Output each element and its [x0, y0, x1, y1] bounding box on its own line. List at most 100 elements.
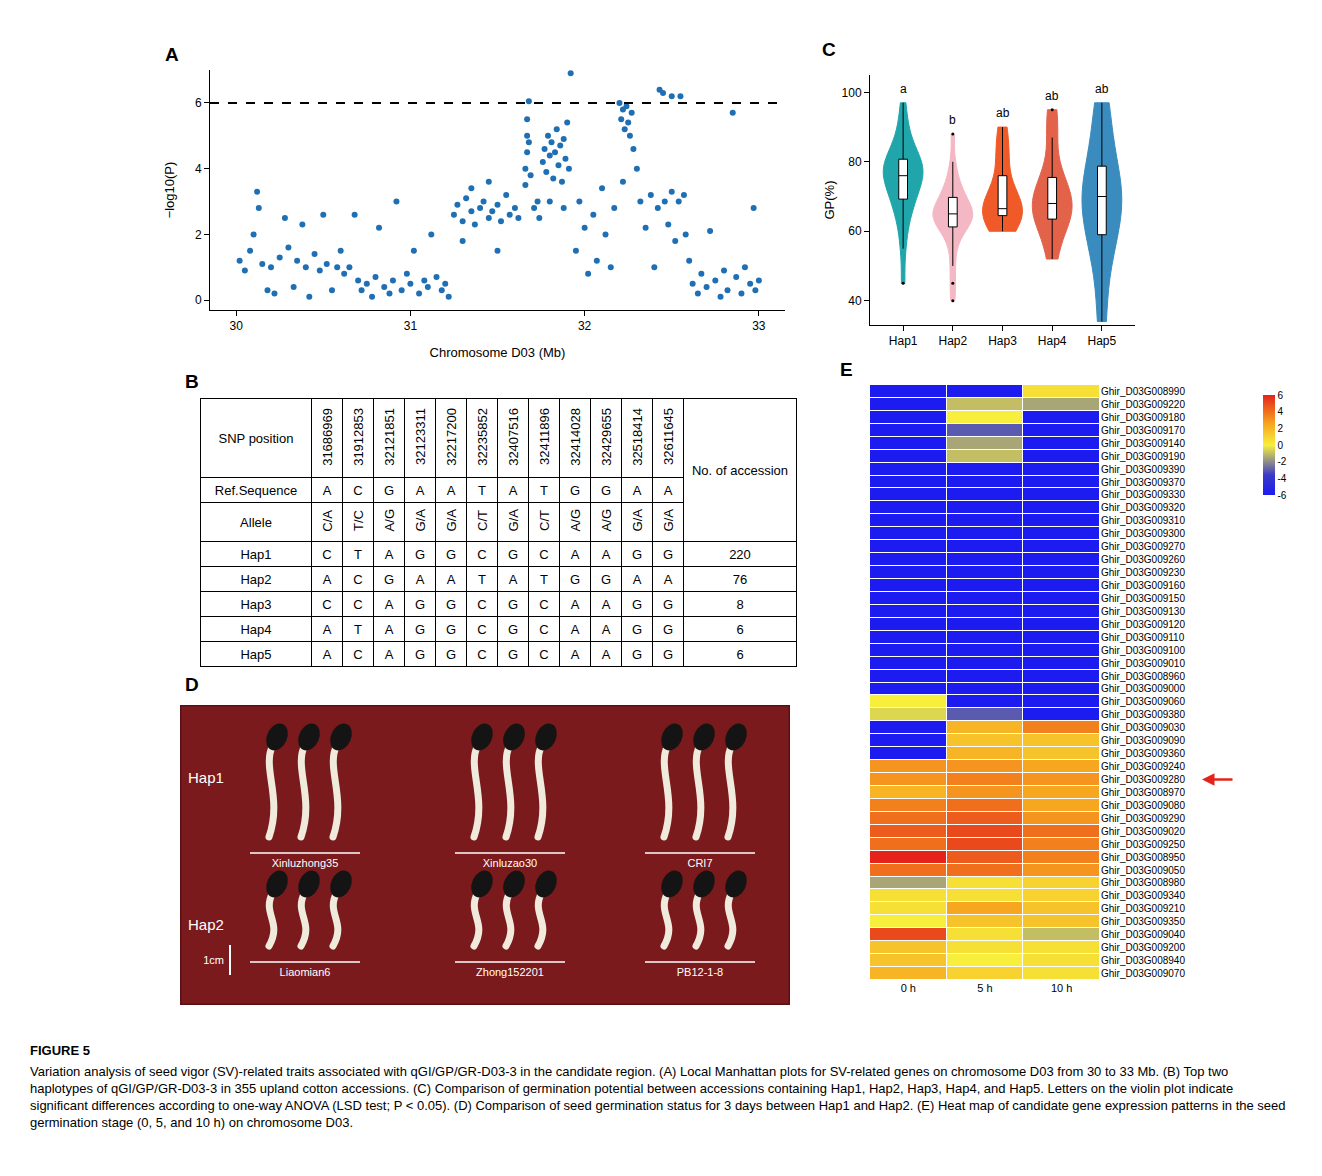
- svg-text:Ghir_D03G009320: Ghir_D03G009320: [1101, 502, 1185, 513]
- svg-text:Ghir_D03G009060: Ghir_D03G009060: [1101, 696, 1185, 707]
- svg-text:Ghir_D03G008950: Ghir_D03G008950: [1101, 852, 1185, 863]
- svg-text:6: 6: [195, 96, 202, 110]
- svg-text:32: 32: [578, 319, 592, 333]
- svg-text:Ghir_D03G009050: Ghir_D03G009050: [1101, 865, 1185, 876]
- svg-text:-4: -4: [1278, 473, 1287, 484]
- svg-text:2: 2: [195, 228, 202, 242]
- svg-text:6: 6: [1278, 390, 1284, 401]
- svg-text:0: 0: [1278, 440, 1284, 451]
- svg-text:Ghir_D03G009040: Ghir_D03G009040: [1101, 929, 1185, 940]
- svg-text:Ghir_D03G008980: Ghir_D03G008980: [1101, 877, 1185, 888]
- svg-text:Ghir_D03G009260: Ghir_D03G009260: [1101, 554, 1185, 565]
- svg-text:Ghir_D03G009190: Ghir_D03G009190: [1101, 451, 1185, 462]
- svg-text:−log10(P): −log10(P): [162, 162, 177, 219]
- svg-text:Ghir_D03G009310: Ghir_D03G009310: [1101, 515, 1185, 526]
- html-text:31686969: 31686969: [319, 407, 335, 466]
- svg-text:Ghir_D03G009170: Ghir_D03G009170: [1101, 425, 1185, 436]
- svg-text:Ghir_D03G009070: Ghir_D03G009070: [1101, 968, 1185, 979]
- svg-text:Ghir_D03G009230: Ghir_D03G009230: [1101, 567, 1185, 578]
- svg-text:Xinluzhong35: Xinluzhong35: [272, 857, 339, 869]
- svg-text:PB12-1-8: PB12-1-8: [677, 966, 723, 978]
- svg-text:Ghir_D03G009380: Ghir_D03G009380: [1101, 709, 1185, 720]
- svg-text:Ghir_D03G008940: Ghir_D03G008940: [1101, 955, 1185, 966]
- svg-text:Ghir_D03G009350: Ghir_D03G009350: [1101, 916, 1185, 927]
- svg-text:Ghir_D03G009010: Ghir_D03G009010: [1101, 658, 1185, 669]
- svg-text:Ghir_D03G009330: Ghir_D03G009330: [1101, 489, 1185, 500]
- html-text:32121851: 32121851: [381, 407, 397, 466]
- svg-text:ab: ab: [1045, 89, 1059, 103]
- svg-text:Ghir_D03G009160: Ghir_D03G009160: [1101, 580, 1185, 591]
- svg-text:5 h: 5 h: [977, 982, 992, 994]
- html-text:32411896: 32411896: [536, 408, 552, 465]
- html-text:31912853: 31912853: [350, 407, 366, 466]
- svg-text:-6: -6: [1278, 490, 1287, 501]
- svg-text:Hap1: Hap1: [188, 769, 224, 786]
- svg-text:Ghir_D03G008960: Ghir_D03G008960: [1101, 671, 1185, 682]
- svg-text:Hap2: Hap2: [938, 334, 967, 348]
- svg-text:Ghir_D03G009180: Ghir_D03G009180: [1101, 412, 1185, 423]
- svg-text:Hap2: Hap2: [188, 916, 224, 933]
- svg-text:Ghir_D03G009200: Ghir_D03G009200: [1101, 942, 1185, 953]
- svg-text:Ghir_D03G009390: Ghir_D03G009390: [1101, 464, 1185, 475]
- html-text:32123311: 32123311: [412, 408, 428, 465]
- svg-text:80: 80: [848, 155, 862, 169]
- svg-text:GP(%): GP(%): [822, 181, 837, 220]
- svg-text:Ghir_D03G009090: Ghir_D03G009090: [1101, 735, 1185, 746]
- svg-text:Ghir_D03G009220: Ghir_D03G009220: [1101, 399, 1185, 410]
- html-text:32235852: 32235852: [474, 407, 490, 466]
- svg-text:CRI7: CRI7: [687, 857, 712, 869]
- svg-text:Ghir_D03G009270: Ghir_D03G009270: [1101, 541, 1185, 552]
- svg-text:Hap1: Hap1: [889, 334, 918, 348]
- svg-text:ab: ab: [1095, 82, 1109, 96]
- svg-text:Ghir_D03G009210: Ghir_D03G009210: [1101, 903, 1185, 914]
- svg-text:1cm: 1cm: [203, 954, 224, 966]
- svg-text:Ghir_D03G009110: Ghir_D03G009110: [1101, 632, 1185, 643]
- svg-text:60: 60: [848, 224, 862, 238]
- svg-text:Ghir_D03G009120: Ghir_D03G009120: [1101, 619, 1185, 630]
- svg-text:2: 2: [1278, 423, 1284, 434]
- svg-text:Ghir_D03G009100: Ghir_D03G009100: [1101, 645, 1185, 656]
- html-text:32217200: 32217200: [443, 407, 459, 466]
- svg-text:Ghir_D03G009370: Ghir_D03G009370: [1101, 477, 1185, 488]
- svg-text:Ghir_D03G009080: Ghir_D03G009080: [1101, 800, 1185, 811]
- svg-text:Ghir_D03G009240: Ghir_D03G009240: [1101, 761, 1185, 772]
- svg-text:33: 33: [752, 319, 766, 333]
- html-text:SNP position: SNP position: [218, 430, 294, 446]
- svg-text:30: 30: [229, 319, 243, 333]
- svg-text:40: 40: [848, 294, 862, 308]
- svg-text:Liaomian6: Liaomian6: [280, 966, 331, 978]
- svg-text:Ghir_D03G009280: Ghir_D03G009280: [1101, 774, 1185, 785]
- svg-text:Ghir_D03G009300: Ghir_D03G009300: [1101, 528, 1185, 539]
- svg-text:Hap4: Hap4: [1038, 334, 1067, 348]
- svg-text:Hap3: Hap3: [988, 334, 1017, 348]
- svg-text:Hap5: Hap5: [1088, 334, 1117, 348]
- svg-text:Ghir_D03G009340: Ghir_D03G009340: [1101, 890, 1185, 901]
- svg-text:Ghir_D03G009020: Ghir_D03G009020: [1101, 826, 1185, 837]
- svg-text:-2: -2: [1278, 456, 1287, 467]
- svg-text:ab: ab: [996, 106, 1010, 120]
- svg-text:Ghir_D03G009290: Ghir_D03G009290: [1101, 813, 1185, 824]
- html-text:32407516: 32407516: [505, 407, 521, 466]
- html-text:Variation analysis of seed vig: Variation analysis of seed vigor (SV)-re…: [30, 1064, 1286, 1130]
- svg-text:0 h: 0 h: [901, 982, 916, 994]
- svg-text:10 h: 10 h: [1051, 982, 1072, 994]
- svg-text:0: 0: [195, 293, 202, 307]
- svg-text:Ghir_D03G009140: Ghir_D03G009140: [1101, 438, 1185, 449]
- svg-text:b: b: [949, 113, 956, 127]
- svg-text:4: 4: [195, 162, 202, 176]
- svg-text:4: 4: [1278, 406, 1284, 417]
- svg-text:Ghir_D03G009030: Ghir_D03G009030: [1101, 722, 1185, 733]
- svg-text:31: 31: [404, 319, 418, 333]
- svg-text:Chromosome D03 (Mb): Chromosome D03 (Mb): [430, 345, 566, 360]
- svg-text:100: 100: [842, 86, 862, 100]
- svg-text:Zhong152201: Zhong152201: [476, 966, 544, 978]
- svg-text:Ghir_D03G009130: Ghir_D03G009130: [1101, 606, 1185, 617]
- svg-text:Ghir_D03G008990: Ghir_D03G008990: [1101, 386, 1185, 397]
- svg-text:Ghir_D03G009360: Ghir_D03G009360: [1101, 748, 1185, 759]
- svg-text:Xinluzao30: Xinluzao30: [483, 857, 537, 869]
- svg-text:Ghir_D03G009250: Ghir_D03G009250: [1101, 839, 1185, 850]
- svg-text:Ghir_D03G009150: Ghir_D03G009150: [1101, 593, 1185, 604]
- svg-text:a: a: [900, 82, 907, 96]
- svg-text:Ghir_D03G009000: Ghir_D03G009000: [1101, 683, 1185, 694]
- svg-text:Ghir_D03G008970: Ghir_D03G008970: [1101, 787, 1185, 798]
